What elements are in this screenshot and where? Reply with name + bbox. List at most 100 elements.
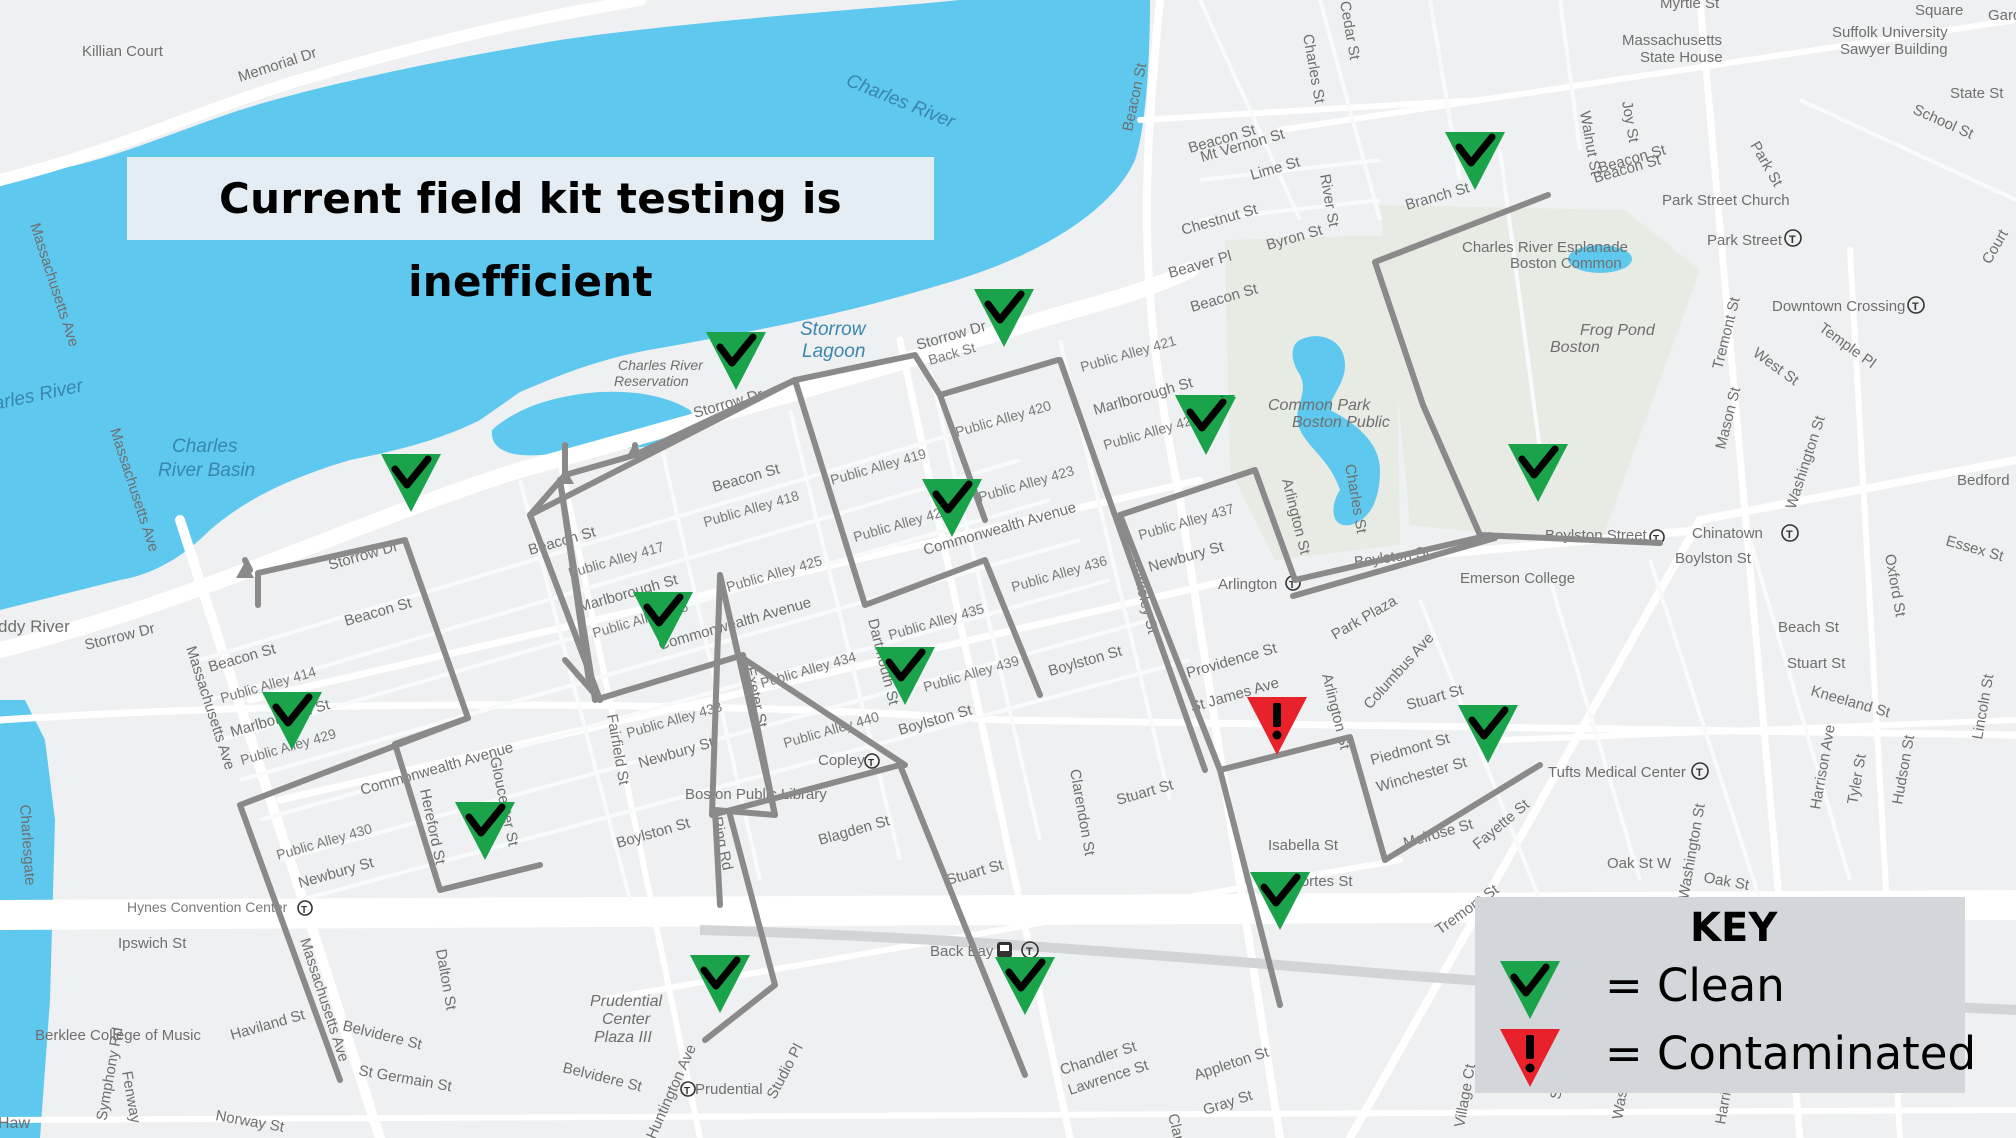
clean-test-marker: [1176, 397, 1236, 455]
clean-test-marker: [1250, 872, 1310, 930]
check-mark-icon: [391, 455, 432, 489]
map-label: State House: [1640, 49, 1723, 66]
clean-test-marker: [995, 957, 1055, 1015]
map-label: ddy River: [0, 617, 70, 636]
map-label: Massachusetts: [1622, 32, 1722, 49]
route-arrowhead: [626, 442, 644, 458]
map-label: Lagoon: [802, 341, 865, 362]
route-segment: [735, 652, 908, 768]
map-label: Charles River: [618, 357, 704, 373]
map-label: Boylston St: [1675, 550, 1752, 567]
map-label: Boston Public Library: [685, 786, 827, 803]
t-station-icon: T: [1907, 296, 1925, 314]
svg-text:T: T: [1786, 529, 1793, 541]
test-markers: [262, 132, 1568, 1015]
check-mark-icon: [1005, 958, 1046, 992]
route-segment: [792, 377, 1043, 698]
map-label: Haw: [0, 1115, 30, 1132]
map-label: Emerson College: [1460, 570, 1575, 587]
title-banner: Current field kit testing is inefficient: [127, 157, 934, 306]
map-label: Charles River Esplanade: [1462, 239, 1628, 256]
route-segment: [527, 472, 603, 703]
clean-test-marker: [1508, 444, 1568, 502]
clean-test-marker: [875, 647, 935, 705]
map-label: Tufts Medical Center: [1548, 764, 1686, 781]
map-label: Boston Public: [1292, 414, 1390, 431]
map-label: Frog Pond: [1580, 322, 1656, 339]
map-label: Arlington: [1218, 576, 1277, 593]
clean-test-marker: [262, 692, 322, 750]
t-station-icon: T: [297, 900, 313, 916]
clean-test-marker: [381, 454, 441, 512]
svg-text:T: T: [301, 905, 307, 916]
map-label: Bedford: [1957, 472, 2010, 489]
map-label: Charlesgate: [16, 804, 39, 886]
map-label: Boston Common: [1510, 255, 1622, 272]
map-label: Storrow: [800, 319, 867, 340]
green-check-marker-icon: [1500, 961, 1560, 1019]
map-label: Ipswich St: [118, 935, 187, 952]
map-label: Charles: [172, 436, 238, 457]
map-label: Boston: [1550, 339, 1600, 356]
clean-test-marker: [455, 802, 515, 860]
map-label: Myrtle St: [1660, 0, 1720, 12]
slide-title: Current field kit testing is inefficient: [219, 174, 842, 306]
route-segment: [1290, 535, 1498, 599]
svg-text:T: T: [1026, 946, 1033, 958]
clean-test-marker: [706, 332, 766, 390]
map-label: Hynes Convention Center: [127, 899, 288, 915]
charles-river: [0, 0, 1150, 610]
check-mark-icon: [1468, 706, 1509, 740]
exclamation-bar: [1273, 703, 1281, 727]
map-label: Square: [1915, 2, 1963, 19]
map-label: Common Park: [1268, 397, 1371, 414]
check-mark-icon: [885, 648, 926, 682]
clean-test-marker: [974, 289, 1034, 347]
route-arrowhead: [236, 562, 254, 578]
clean-test-marker: [922, 479, 982, 537]
map-label: Oak St W: [1607, 855, 1672, 872]
map-label: Chinatown: [1692, 525, 1763, 542]
map-label: Prudential: [695, 1081, 763, 1098]
route-segment: [1057, 357, 1208, 773]
check-mark-icon: [932, 480, 973, 514]
exclamation-dot: [1272, 730, 1282, 740]
legend-label-clean: = Clean: [1605, 959, 1785, 1012]
boston-common-area: [1380, 205, 1700, 545]
clean-test-marker: [690, 955, 750, 1013]
svg-text:T: T: [1289, 580, 1295, 591]
map-label: Suffolk University: [1832, 24, 1948, 41]
svg-text:T: T: [868, 758, 874, 769]
check-mark-icon: [1518, 445, 1559, 479]
check-mark-icon: [643, 593, 684, 627]
map-label: River Basin: [158, 460, 255, 481]
t-station-icon: T: [1781, 524, 1799, 542]
public-garden-lagoon: [1292, 336, 1380, 526]
route-segment: [242, 557, 253, 573]
map-label: Park Street Church: [1662, 192, 1790, 209]
route-segment: [1217, 734, 1543, 863]
check-mark-icon: [984, 290, 1025, 324]
route-segment: [1372, 192, 1663, 546]
t-station-icon: T: [864, 753, 880, 769]
frog-pond: [1568, 245, 1632, 273]
map-label: Prudential: [590, 993, 662, 1010]
map-legend: KEY = Clean = Contaminated: [1475, 897, 1976, 1093]
check-mark-icon: [716, 333, 757, 367]
map-label: Park Street: [1707, 232, 1783, 249]
clean-test-marker: [633, 592, 693, 650]
route-segment: [562, 657, 603, 703]
check-mark-icon: [272, 693, 313, 727]
map-label: Back Bay: [930, 943, 994, 960]
map-label: Sawyer Building: [1840, 41, 1948, 58]
svg-text:T: T: [684, 1086, 690, 1097]
map-label: Plaza III: [594, 1029, 652, 1046]
legend-heading: KEY: [1690, 905, 1778, 951]
clean-test-marker: [1458, 705, 1518, 763]
map-label: Center: [602, 1011, 651, 1028]
map-label: Copley: [818, 752, 865, 769]
map-label: State St: [1950, 85, 2004, 102]
legend-label-contaminated: = Contaminated: [1605, 1027, 1977, 1080]
